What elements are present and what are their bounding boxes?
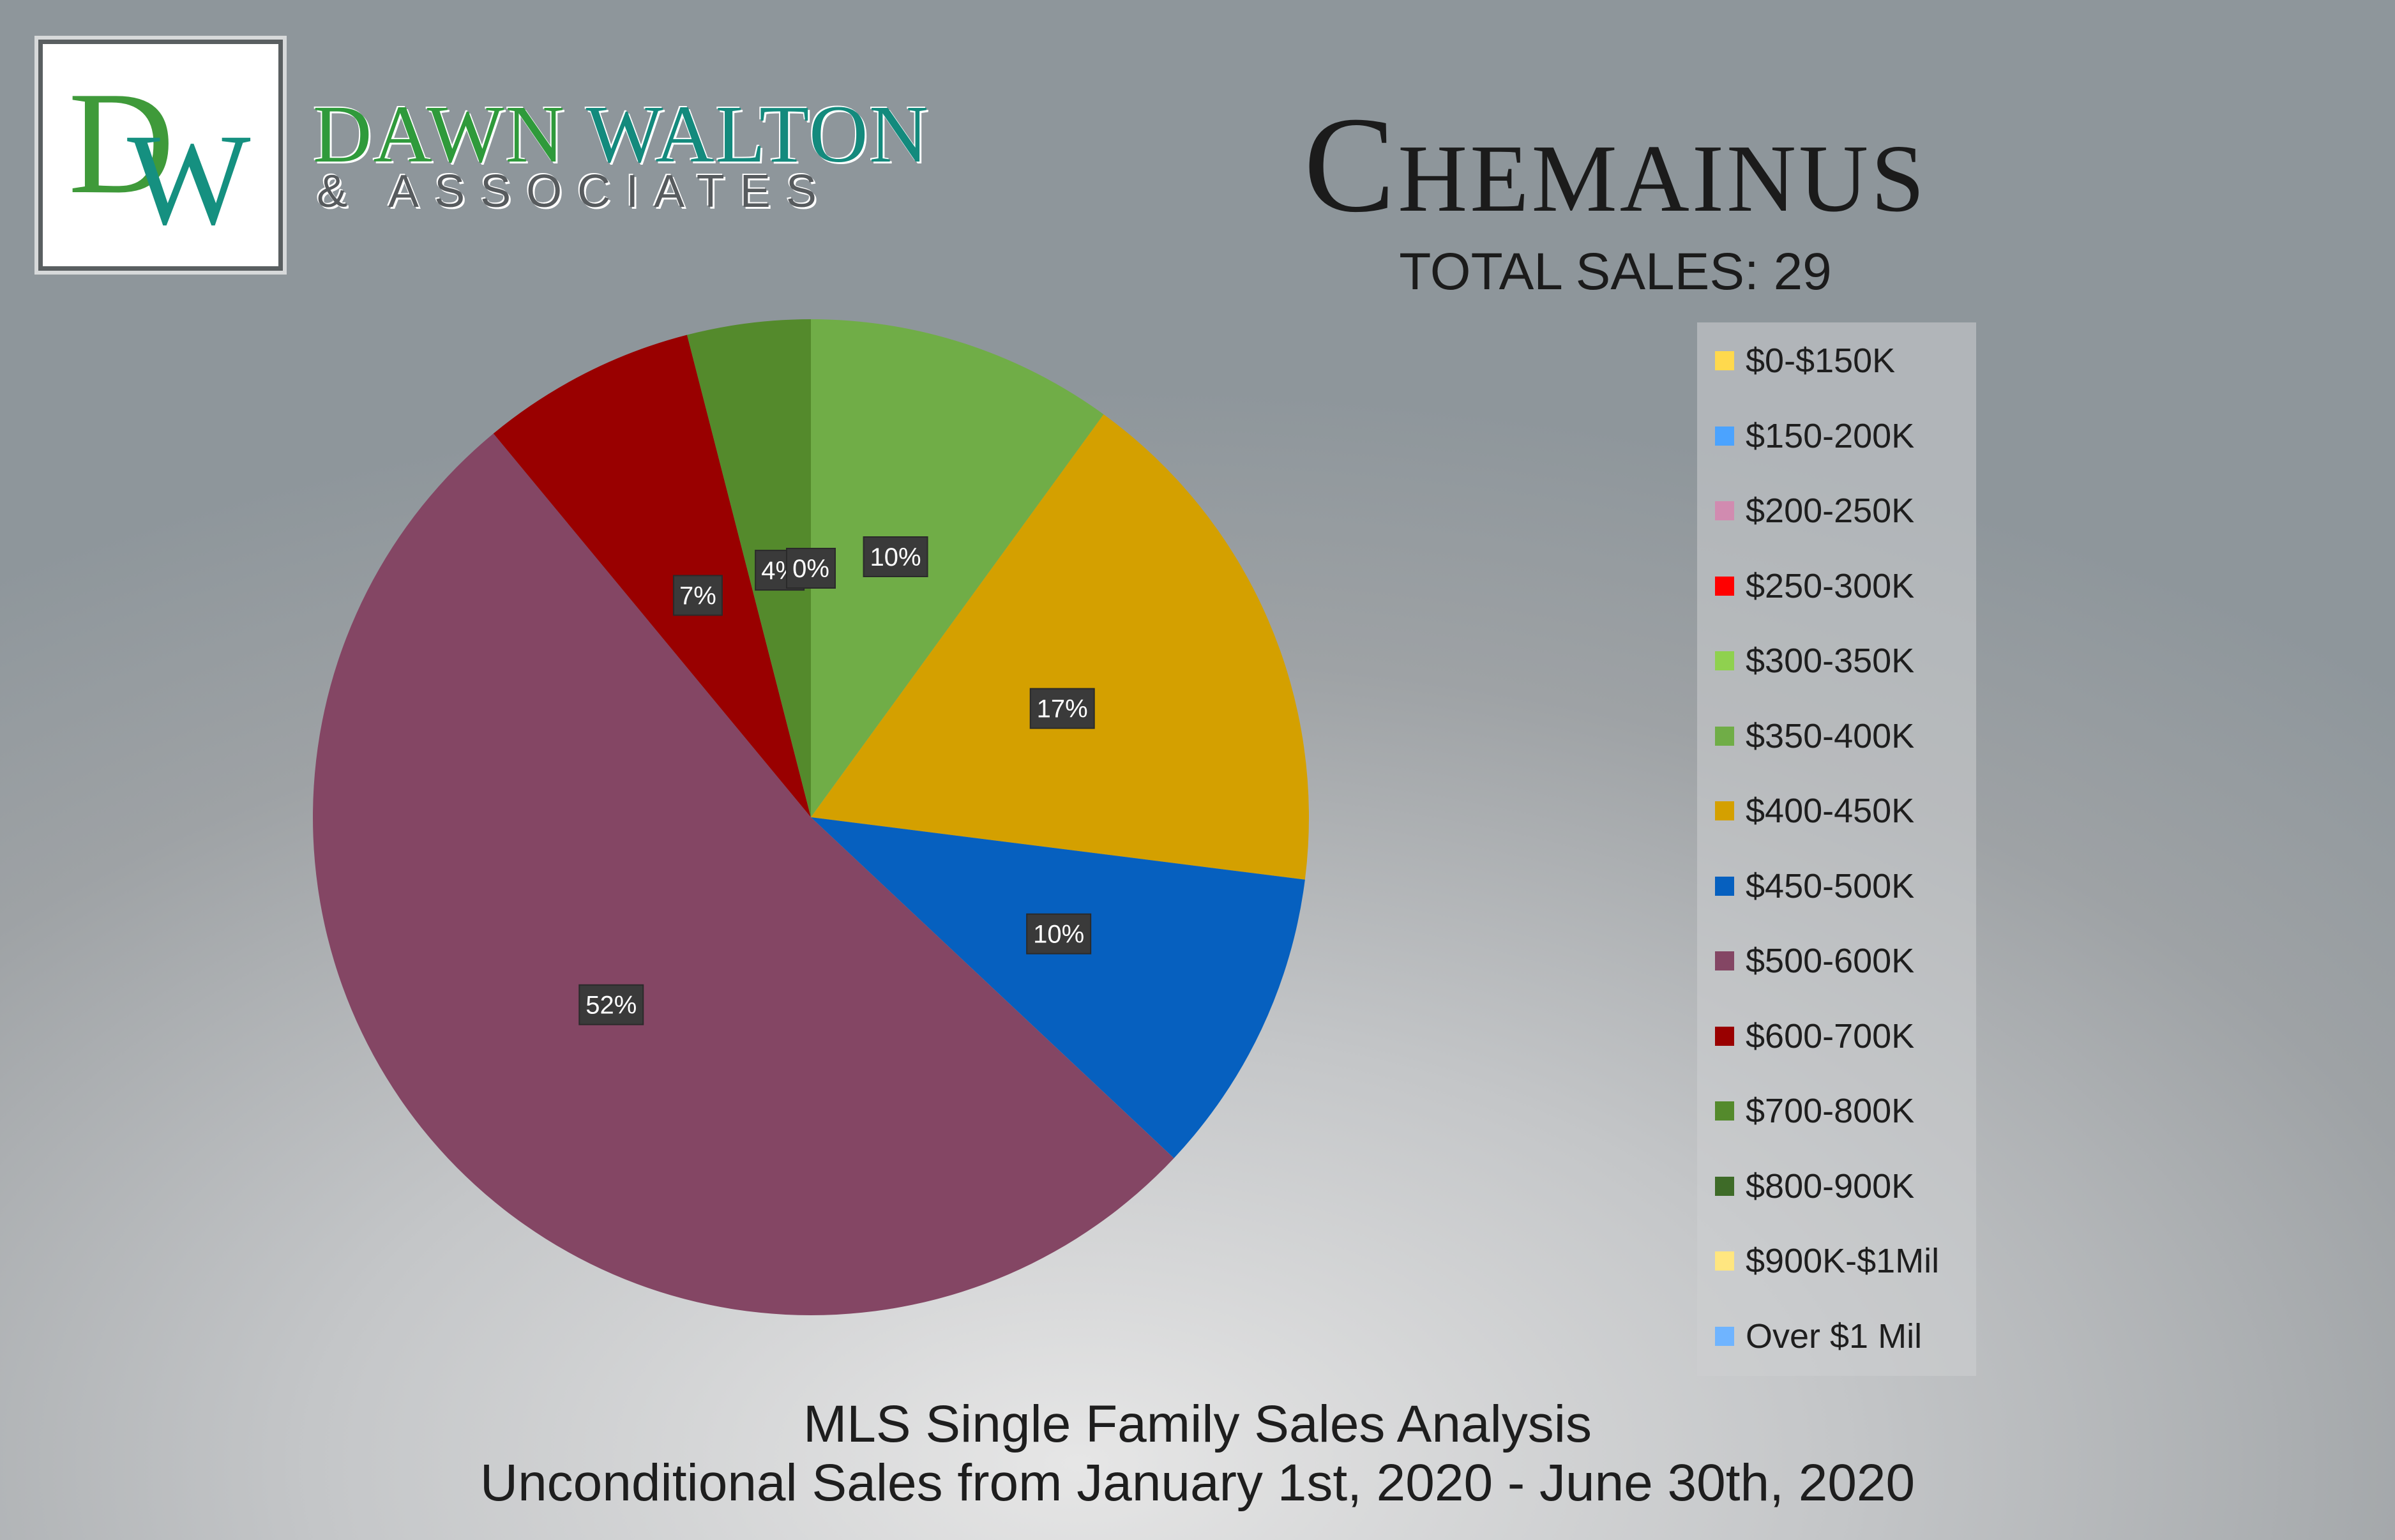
legend-item: $800-900K	[1715, 1167, 1914, 1205]
legend-swatch	[1715, 1176, 1734, 1196]
logo-letter-w: W	[127, 107, 251, 252]
legend-label: $200-250K	[1746, 492, 1915, 530]
legend-label: $800-900K	[1746, 1166, 1915, 1205]
legend-swatch	[1715, 426, 1734, 446]
legend-label: $300-350K	[1746, 642, 1915, 680]
chart-title: Chemainus	[1303, 88, 1928, 241]
legend-swatch	[1715, 1026, 1734, 1046]
legend-item: $150-200K	[1715, 417, 1914, 455]
chart-legend: $0-$150K $150-200K $200-250K $250-300K $300-…	[1697, 322, 1976, 1376]
brand-name-last: WALTON	[586, 89, 930, 179]
legend-label: $900K-$1Mil	[1746, 1242, 1940, 1280]
pie-slice-5	[811, 319, 1104, 817]
legend-swatch	[1715, 576, 1734, 596]
logo: D W	[38, 40, 283, 271]
data-label-8: 52%	[586, 992, 637, 1020]
legend-swatch	[1715, 501, 1734, 520]
pie-slice-6	[811, 414, 1309, 880]
legend-label: $250-300K	[1746, 566, 1915, 605]
legend-label: Over $1 Mil	[1746, 1317, 1923, 1355]
legend-swatch	[1715, 726, 1734, 746]
legend-label: $600-700K	[1746, 1016, 1915, 1055]
pie-slice-9	[493, 335, 811, 817]
brand-tagline: & ASSOCIATES	[317, 166, 832, 217]
pie-slice-7	[811, 817, 1305, 1158]
legend-label: $350-400K	[1746, 716, 1915, 755]
data-label-box-8	[578, 984, 644, 1025]
legend-item: $200-250K	[1715, 492, 1914, 530]
brand-name-first: DAWN	[313, 89, 566, 179]
chart-subtitle: TOTAL SALES: 29	[1399, 243, 1832, 301]
legend-item: $450-500K	[1715, 867, 1914, 905]
data-label-box-6	[1029, 688, 1095, 729]
legend-label: $500-600K	[1746, 942, 1915, 980]
data-label-5: 10%	[870, 543, 921, 571]
data-label-7: 10%	[1033, 921, 1084, 949]
legend-item: $700-800K	[1715, 1092, 1914, 1130]
legend-swatch	[1715, 651, 1734, 670]
legend-item: $350-400K	[1715, 717, 1914, 755]
legend-item: $250-300K	[1715, 567, 1914, 605]
data-label-box-7	[1026, 913, 1092, 955]
footer-date-range: Unconditional Sales from January 1st, 20…	[480, 1454, 1915, 1512]
legend-label: $150-200K	[1746, 416, 1915, 455]
pie-data-labels: 10%17%10%52%7%4%0%	[578, 536, 1095, 1025]
brand-name: DAWN WALTON	[313, 93, 930, 175]
data-label-box-9	[672, 575, 723, 616]
logo-letter-d: D	[68, 61, 175, 224]
legend-item: $300-350K	[1715, 642, 1914, 680]
legend-item: $500-600K	[1715, 942, 1914, 980]
legend-swatch	[1715, 1326, 1734, 1346]
legend-swatch	[1715, 801, 1734, 820]
legend-item: $0-$150K	[1715, 342, 1895, 380]
legend-swatch	[1715, 351, 1734, 370]
legend-label: $400-450K	[1746, 792, 1915, 830]
legend-label: $450-500K	[1746, 866, 1915, 905]
data-label-box-5	[863, 536, 928, 577]
legend-item: $900K-$1Mil	[1715, 1242, 1939, 1280]
legend-swatch	[1715, 876, 1734, 896]
legend-swatch	[1715, 951, 1734, 970]
data-label-6: 17%	[1037, 695, 1088, 723]
legend-item: $600-700K	[1715, 1017, 1914, 1055]
legend-item: Over $1 Mil	[1715, 1317, 1922, 1355]
legend-label: $700-800K	[1746, 1092, 1915, 1130]
data-label-9: 7%	[679, 582, 716, 610]
legend-label: $0-$150K	[1746, 342, 1896, 380]
legend-swatch	[1715, 1101, 1734, 1121]
pie-slice-10	[687, 319, 811, 817]
pie-slices	[313, 319, 1309, 1315]
legend-item: $400-450K	[1715, 792, 1914, 830]
data-label-box-11	[786, 548, 836, 589]
pie-slice-8	[313, 433, 1174, 1315]
legend-swatch	[1715, 1251, 1734, 1271]
data-label-11: 0%	[792, 555, 829, 583]
footer-title: MLS Single Family Sales Analysis	[803, 1395, 1592, 1453]
